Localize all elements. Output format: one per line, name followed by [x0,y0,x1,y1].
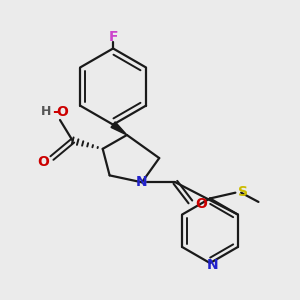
Text: N: N [136,175,148,189]
Text: O: O [195,197,207,211]
Polygon shape [111,122,127,135]
Text: O: O [56,105,68,119]
Text: -: - [52,104,58,119]
Text: F: F [108,30,118,44]
Text: S: S [238,184,248,199]
Text: O: O [37,154,49,169]
Text: H: H [41,105,51,119]
Text: N: N [206,258,218,272]
